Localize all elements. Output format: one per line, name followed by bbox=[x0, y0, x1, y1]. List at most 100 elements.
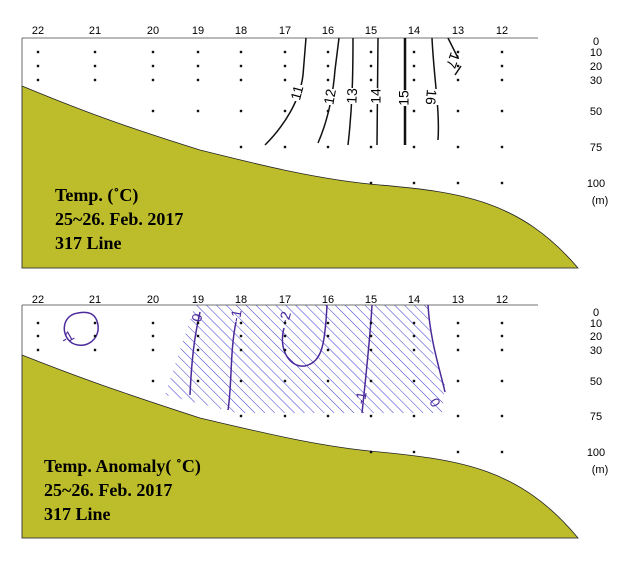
sample-point bbox=[326, 78, 330, 82]
sample-point bbox=[151, 379, 155, 383]
sample-point bbox=[283, 414, 287, 418]
sample-point bbox=[369, 50, 373, 54]
contour-label: 11 bbox=[287, 83, 306, 101]
depth-label: 30 bbox=[590, 75, 602, 87]
label-bg bbox=[344, 88, 362, 104]
panel-anomaly: -1 0 -1 -2 -1 0 Temp. Anomaly( ˚C) 25~26… bbox=[21, 304, 579, 539]
sample-point bbox=[283, 78, 287, 82]
sample-point bbox=[369, 414, 373, 418]
station-label: 12 bbox=[496, 294, 508, 306]
sample-point bbox=[283, 50, 287, 54]
station-label: 20 bbox=[147, 25, 159, 37]
sample-point bbox=[151, 64, 155, 68]
station-label: 13 bbox=[452, 25, 464, 37]
sample-point bbox=[456, 78, 460, 82]
sample-point bbox=[412, 450, 416, 454]
sample-point bbox=[369, 379, 373, 383]
sample-point bbox=[412, 78, 416, 82]
sample-point bbox=[151, 109, 155, 113]
sample-point bbox=[500, 379, 504, 383]
sample-point bbox=[93, 334, 97, 338]
sample-point bbox=[500, 50, 504, 54]
sample-point bbox=[369, 64, 373, 68]
sample-point bbox=[326, 145, 330, 149]
contour-line bbox=[447, 37, 462, 76]
sample-point bbox=[239, 145, 243, 149]
sample-point bbox=[369, 145, 373, 149]
sample-point bbox=[326, 379, 330, 383]
sample-point bbox=[369, 321, 373, 325]
frame bbox=[21, 38, 578, 269]
station-label: 20 bbox=[147, 294, 159, 306]
contour-label: 15 bbox=[396, 90, 412, 106]
contour-line bbox=[427, 304, 446, 393]
depth-label: 10 bbox=[590, 318, 602, 330]
negative-anomaly-area bbox=[165, 305, 445, 413]
label-bg bbox=[289, 85, 307, 101]
sample-point bbox=[196, 50, 200, 54]
sample-point bbox=[412, 181, 416, 185]
contour-line bbox=[189, 311, 201, 396]
contours bbox=[63, 304, 446, 414]
depth-label: 20 bbox=[590, 61, 602, 73]
contour-label: 14 bbox=[368, 88, 384, 104]
sample-point bbox=[412, 50, 416, 54]
sample-point bbox=[283, 145, 287, 149]
sample-point bbox=[326, 348, 330, 352]
depth-unit: (m) bbox=[592, 195, 609, 207]
sample-point bbox=[196, 78, 200, 82]
sample-point bbox=[239, 379, 243, 383]
sample-point bbox=[36, 78, 40, 82]
sample-point bbox=[283, 379, 287, 383]
sample-point bbox=[500, 64, 504, 68]
sample-point bbox=[500, 334, 504, 338]
sample-point bbox=[456, 414, 460, 418]
station-label: 21 bbox=[89, 25, 101, 37]
contour-line bbox=[227, 321, 237, 411]
frame bbox=[21, 305, 578, 539]
depth-label: 50 bbox=[590, 106, 602, 118]
station-label: 22 bbox=[32, 25, 44, 37]
sample-point bbox=[196, 64, 200, 68]
sample-point bbox=[500, 348, 504, 352]
contour-label: -1 bbox=[227, 308, 245, 323]
sample-point bbox=[151, 321, 155, 325]
contour-label: -1 bbox=[352, 390, 370, 405]
sample-point bbox=[93, 321, 97, 325]
station-label: 14 bbox=[408, 25, 420, 37]
sample-point bbox=[239, 334, 243, 338]
depth-label: 100 bbox=[587, 447, 605, 459]
sample-point bbox=[369, 334, 373, 338]
sample-point bbox=[456, 64, 460, 68]
sample-point bbox=[36, 50, 40, 54]
depth-label: 0 bbox=[593, 36, 599, 48]
sample-point bbox=[36, 334, 40, 338]
sample-point bbox=[283, 334, 287, 338]
sample-point bbox=[456, 348, 460, 352]
sample-point bbox=[412, 145, 416, 149]
station-label: 16 bbox=[322, 294, 334, 306]
sample-point bbox=[283, 109, 287, 113]
panel-temperature: 11 12 13 14 15 16 17 Temp. (˚C) 25~26. F… bbox=[21, 37, 579, 269]
station-label: 15 bbox=[365, 25, 377, 37]
depth-label: 100 bbox=[587, 178, 605, 190]
label-bg bbox=[421, 89, 439, 105]
sample-point bbox=[36, 348, 40, 352]
sample-point bbox=[151, 50, 155, 54]
depth-label: 50 bbox=[590, 376, 602, 388]
sample-point bbox=[326, 334, 330, 338]
depth-label: 0 bbox=[593, 307, 599, 319]
station-label: 14 bbox=[408, 294, 420, 306]
seabed bbox=[21, 85, 579, 269]
station-label: 16 bbox=[322, 25, 334, 37]
sample-point bbox=[456, 379, 460, 383]
sample-point bbox=[239, 78, 243, 82]
sample-point bbox=[151, 348, 155, 352]
sample-point bbox=[456, 321, 460, 325]
depth-unit: (m) bbox=[592, 464, 609, 476]
sample-point bbox=[326, 50, 330, 54]
sample-point bbox=[196, 379, 200, 383]
contour-line bbox=[63, 311, 99, 346]
station-label: 12 bbox=[496, 25, 508, 37]
